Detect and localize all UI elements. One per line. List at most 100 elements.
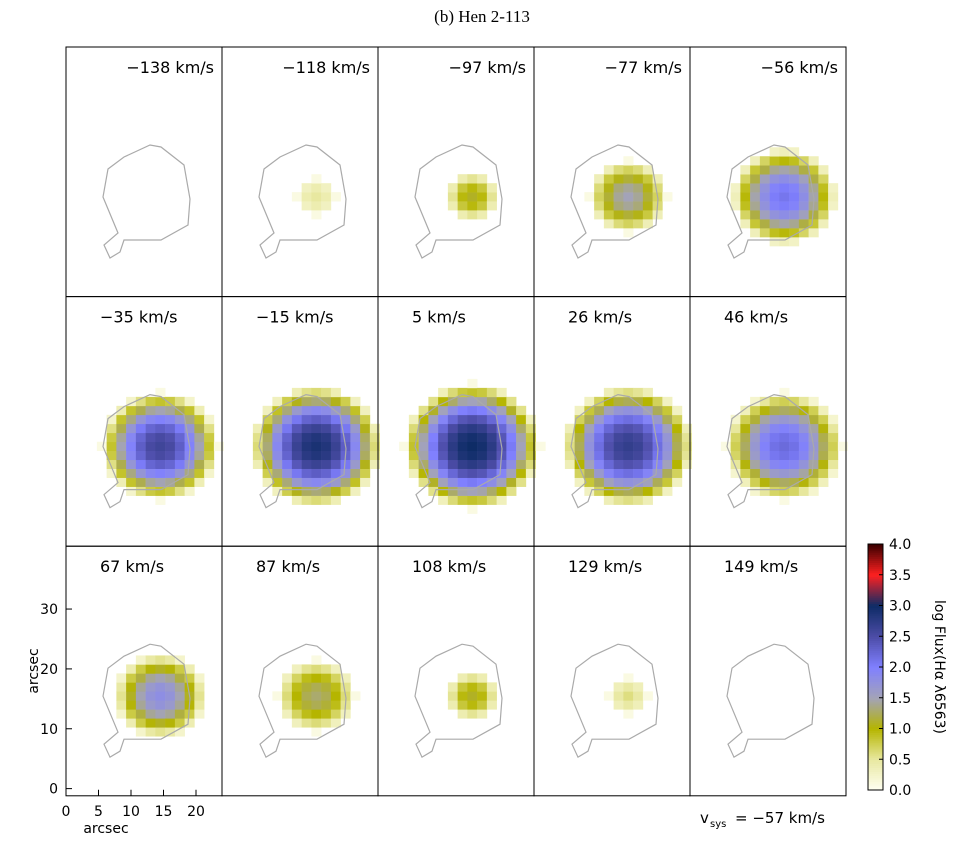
flux-pixel [779,423,790,434]
colorbar-step [868,683,883,686]
flux-pixel [477,459,488,469]
flux-pixel [350,414,361,425]
velocity-label: 149 km/s [724,557,798,576]
flux-pixel [155,459,166,469]
flux-pixel [613,174,624,184]
flux-pixel [457,682,468,692]
flux-pixel [769,165,780,175]
flux-pixel [477,423,488,434]
flux-pixel [808,432,819,443]
flux-pixel [145,664,156,674]
flux-pixel [350,396,361,407]
nebula-contour [570,393,659,509]
flux-pixel [467,432,478,443]
flux-pixel [155,387,166,398]
flux-pixel [174,700,185,710]
flux-pixel [457,700,468,710]
panel-frame [65,46,223,298]
flux-pixel [457,709,468,719]
flux-pixel [126,718,137,728]
colorbar-step [868,759,883,762]
flux-pixel [584,486,595,496]
flux-pixel [789,210,800,220]
colorbar-step [868,783,883,787]
flux-pixel [321,664,332,674]
colorbar-step [868,714,883,717]
colorbar-step [868,664,883,668]
x-tick-label: 10 [122,804,140,820]
flux-pixel [272,450,283,461]
flux-pixel [681,450,692,461]
flux-pixel [145,414,156,425]
flux-pixel [613,432,624,443]
colorbar-step [868,740,883,744]
flux-pixel [750,183,761,193]
colorbar-step [868,763,883,766]
flux-pixel [652,396,663,407]
flux-pixel [623,219,634,229]
flux-pixel [759,174,770,184]
flux-pixel [447,423,458,434]
y-axis-label: arcsec [26,648,42,693]
flux-pixel [808,423,819,434]
flux-pixel [165,459,176,469]
flux-pixel [564,423,575,434]
velocity-label: 5 km/s [412,308,466,327]
flux-pixel [438,468,449,478]
flux-pixel [574,477,585,487]
flux-pixel [321,387,332,398]
colorbar-step [868,570,883,574]
flux-pixel [623,459,634,469]
flux-pixel [506,486,517,496]
flux-pixel [672,441,683,452]
colorbar-step [868,582,883,586]
flux-pixel [652,210,663,220]
flux-pixel [623,192,634,202]
flux-pixel [584,432,595,443]
flux-pixel [506,468,517,478]
flux-pixel [594,477,605,487]
flux-pixel [496,423,507,434]
flux-pixel [194,432,205,443]
colorbar-step [868,580,883,584]
flux-pixel [652,459,663,469]
flux-pixel [828,183,839,193]
colorbar-step [868,779,883,783]
flux-pixel [769,423,780,434]
colorbar-step [868,761,883,764]
x-axis-label: arcsec [83,821,128,837]
flux-pixel [828,192,839,202]
flux-pixel [418,468,429,478]
flux-pixel [633,700,644,710]
flux-pixel [759,405,770,416]
flux-pixel [165,396,176,407]
flux-pixel [818,183,829,193]
flux-pixel [135,727,146,737]
flux-pixel [252,423,263,434]
flux-pixel [603,468,614,478]
flux-pixel [516,414,527,425]
flux-pixel [633,468,644,478]
flux-pixel [506,432,517,443]
flux-pixel [642,691,653,701]
flux-pixel [165,486,176,496]
flux-pixel [769,210,780,220]
flux-pixel [759,183,770,193]
flux-pixel [594,450,605,461]
flux-pixel [467,210,478,220]
flux-pixel [613,441,624,452]
flux-pixel [330,387,341,398]
flux-pixel [486,468,497,478]
flux-pixel [623,495,634,505]
flux-pixel [184,405,195,416]
flux-pixel [633,174,644,184]
flux-pixel [457,414,468,425]
flux-pixel [438,486,449,496]
flux-pixel [603,432,614,443]
flux-pixel [642,495,653,505]
flux-pixel [652,432,663,443]
flux-pixel [311,700,322,710]
colorbar-step [868,667,883,670]
flux-pixel [779,192,790,202]
flux-pixel [477,709,488,719]
